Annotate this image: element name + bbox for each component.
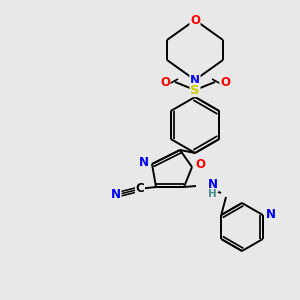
Text: N: N (208, 178, 218, 191)
Text: O: O (160, 76, 170, 88)
Text: O: O (190, 14, 200, 26)
Text: O: O (195, 158, 205, 172)
Text: N: N (190, 74, 200, 86)
Text: C: C (136, 182, 144, 196)
Text: N: N (111, 188, 121, 202)
Text: H: H (208, 189, 217, 199)
Text: N: N (266, 208, 276, 221)
Text: N: N (139, 155, 149, 169)
Text: S: S (190, 83, 200, 97)
Text: O: O (220, 76, 230, 88)
